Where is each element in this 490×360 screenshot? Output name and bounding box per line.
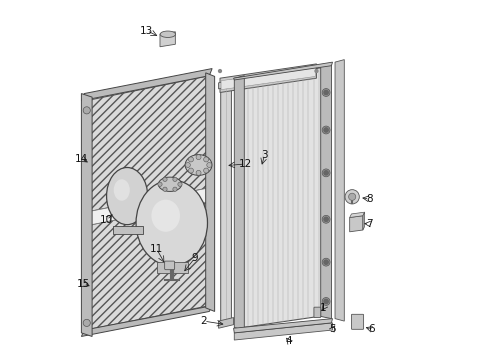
Polygon shape [234,62,333,80]
Circle shape [322,258,330,266]
Ellipse shape [136,180,207,266]
Circle shape [204,157,209,162]
Circle shape [322,297,330,305]
Polygon shape [321,63,331,319]
Text: 3: 3 [261,150,268,160]
Circle shape [204,168,209,173]
Polygon shape [234,319,333,333]
Circle shape [219,69,221,72]
Ellipse shape [160,31,175,37]
Circle shape [322,126,330,134]
Circle shape [185,162,190,167]
Polygon shape [221,67,316,90]
Circle shape [324,260,328,264]
FancyBboxPatch shape [165,261,174,270]
Circle shape [207,162,212,167]
Circle shape [324,217,328,221]
Text: 15: 15 [77,279,90,289]
Circle shape [163,177,167,181]
Polygon shape [220,83,231,325]
Circle shape [322,89,330,96]
Ellipse shape [151,200,180,232]
Polygon shape [234,323,333,340]
Polygon shape [219,79,234,89]
Ellipse shape [185,155,212,175]
Circle shape [324,171,328,175]
Text: 5: 5 [329,324,336,334]
Polygon shape [219,318,234,328]
Text: 11: 11 [150,244,163,253]
Polygon shape [81,94,92,337]
Circle shape [158,182,162,186]
Polygon shape [350,212,365,217]
Polygon shape [350,216,363,232]
Text: 6: 6 [368,324,375,334]
Circle shape [83,107,90,114]
Ellipse shape [107,167,147,225]
Circle shape [345,190,359,204]
Polygon shape [86,201,209,330]
Polygon shape [234,76,245,330]
Polygon shape [363,212,365,230]
Polygon shape [335,60,344,321]
Circle shape [196,155,201,159]
Circle shape [324,128,328,132]
Circle shape [322,169,330,177]
Circle shape [324,90,328,95]
Polygon shape [157,262,188,273]
Text: 13: 13 [140,26,153,36]
FancyBboxPatch shape [351,314,364,329]
Circle shape [322,215,330,223]
Text: 8: 8 [367,194,373,204]
Circle shape [173,177,177,181]
Ellipse shape [114,179,130,201]
Polygon shape [86,188,209,226]
Text: 14: 14 [75,154,88,163]
Polygon shape [238,67,323,328]
Circle shape [83,319,90,327]
Circle shape [189,168,194,173]
Polygon shape [81,306,212,337]
Text: 9: 9 [192,253,198,263]
Polygon shape [160,32,175,47]
Circle shape [324,299,328,303]
Polygon shape [81,68,212,101]
Text: 2: 2 [200,316,207,326]
Circle shape [348,193,356,201]
Ellipse shape [158,177,182,192]
Polygon shape [206,73,215,311]
Circle shape [173,187,177,192]
Circle shape [178,182,182,186]
Text: 10: 10 [100,215,113,225]
Circle shape [189,157,194,162]
FancyBboxPatch shape [314,307,321,318]
Circle shape [163,187,167,192]
Circle shape [315,69,318,72]
Text: 12: 12 [239,159,252,169]
Text: 1: 1 [320,303,327,313]
Text: 7: 7 [366,219,372,229]
Polygon shape [220,64,317,93]
Polygon shape [86,76,209,212]
Circle shape [196,170,201,175]
Polygon shape [113,226,143,234]
Text: 4: 4 [285,336,292,346]
